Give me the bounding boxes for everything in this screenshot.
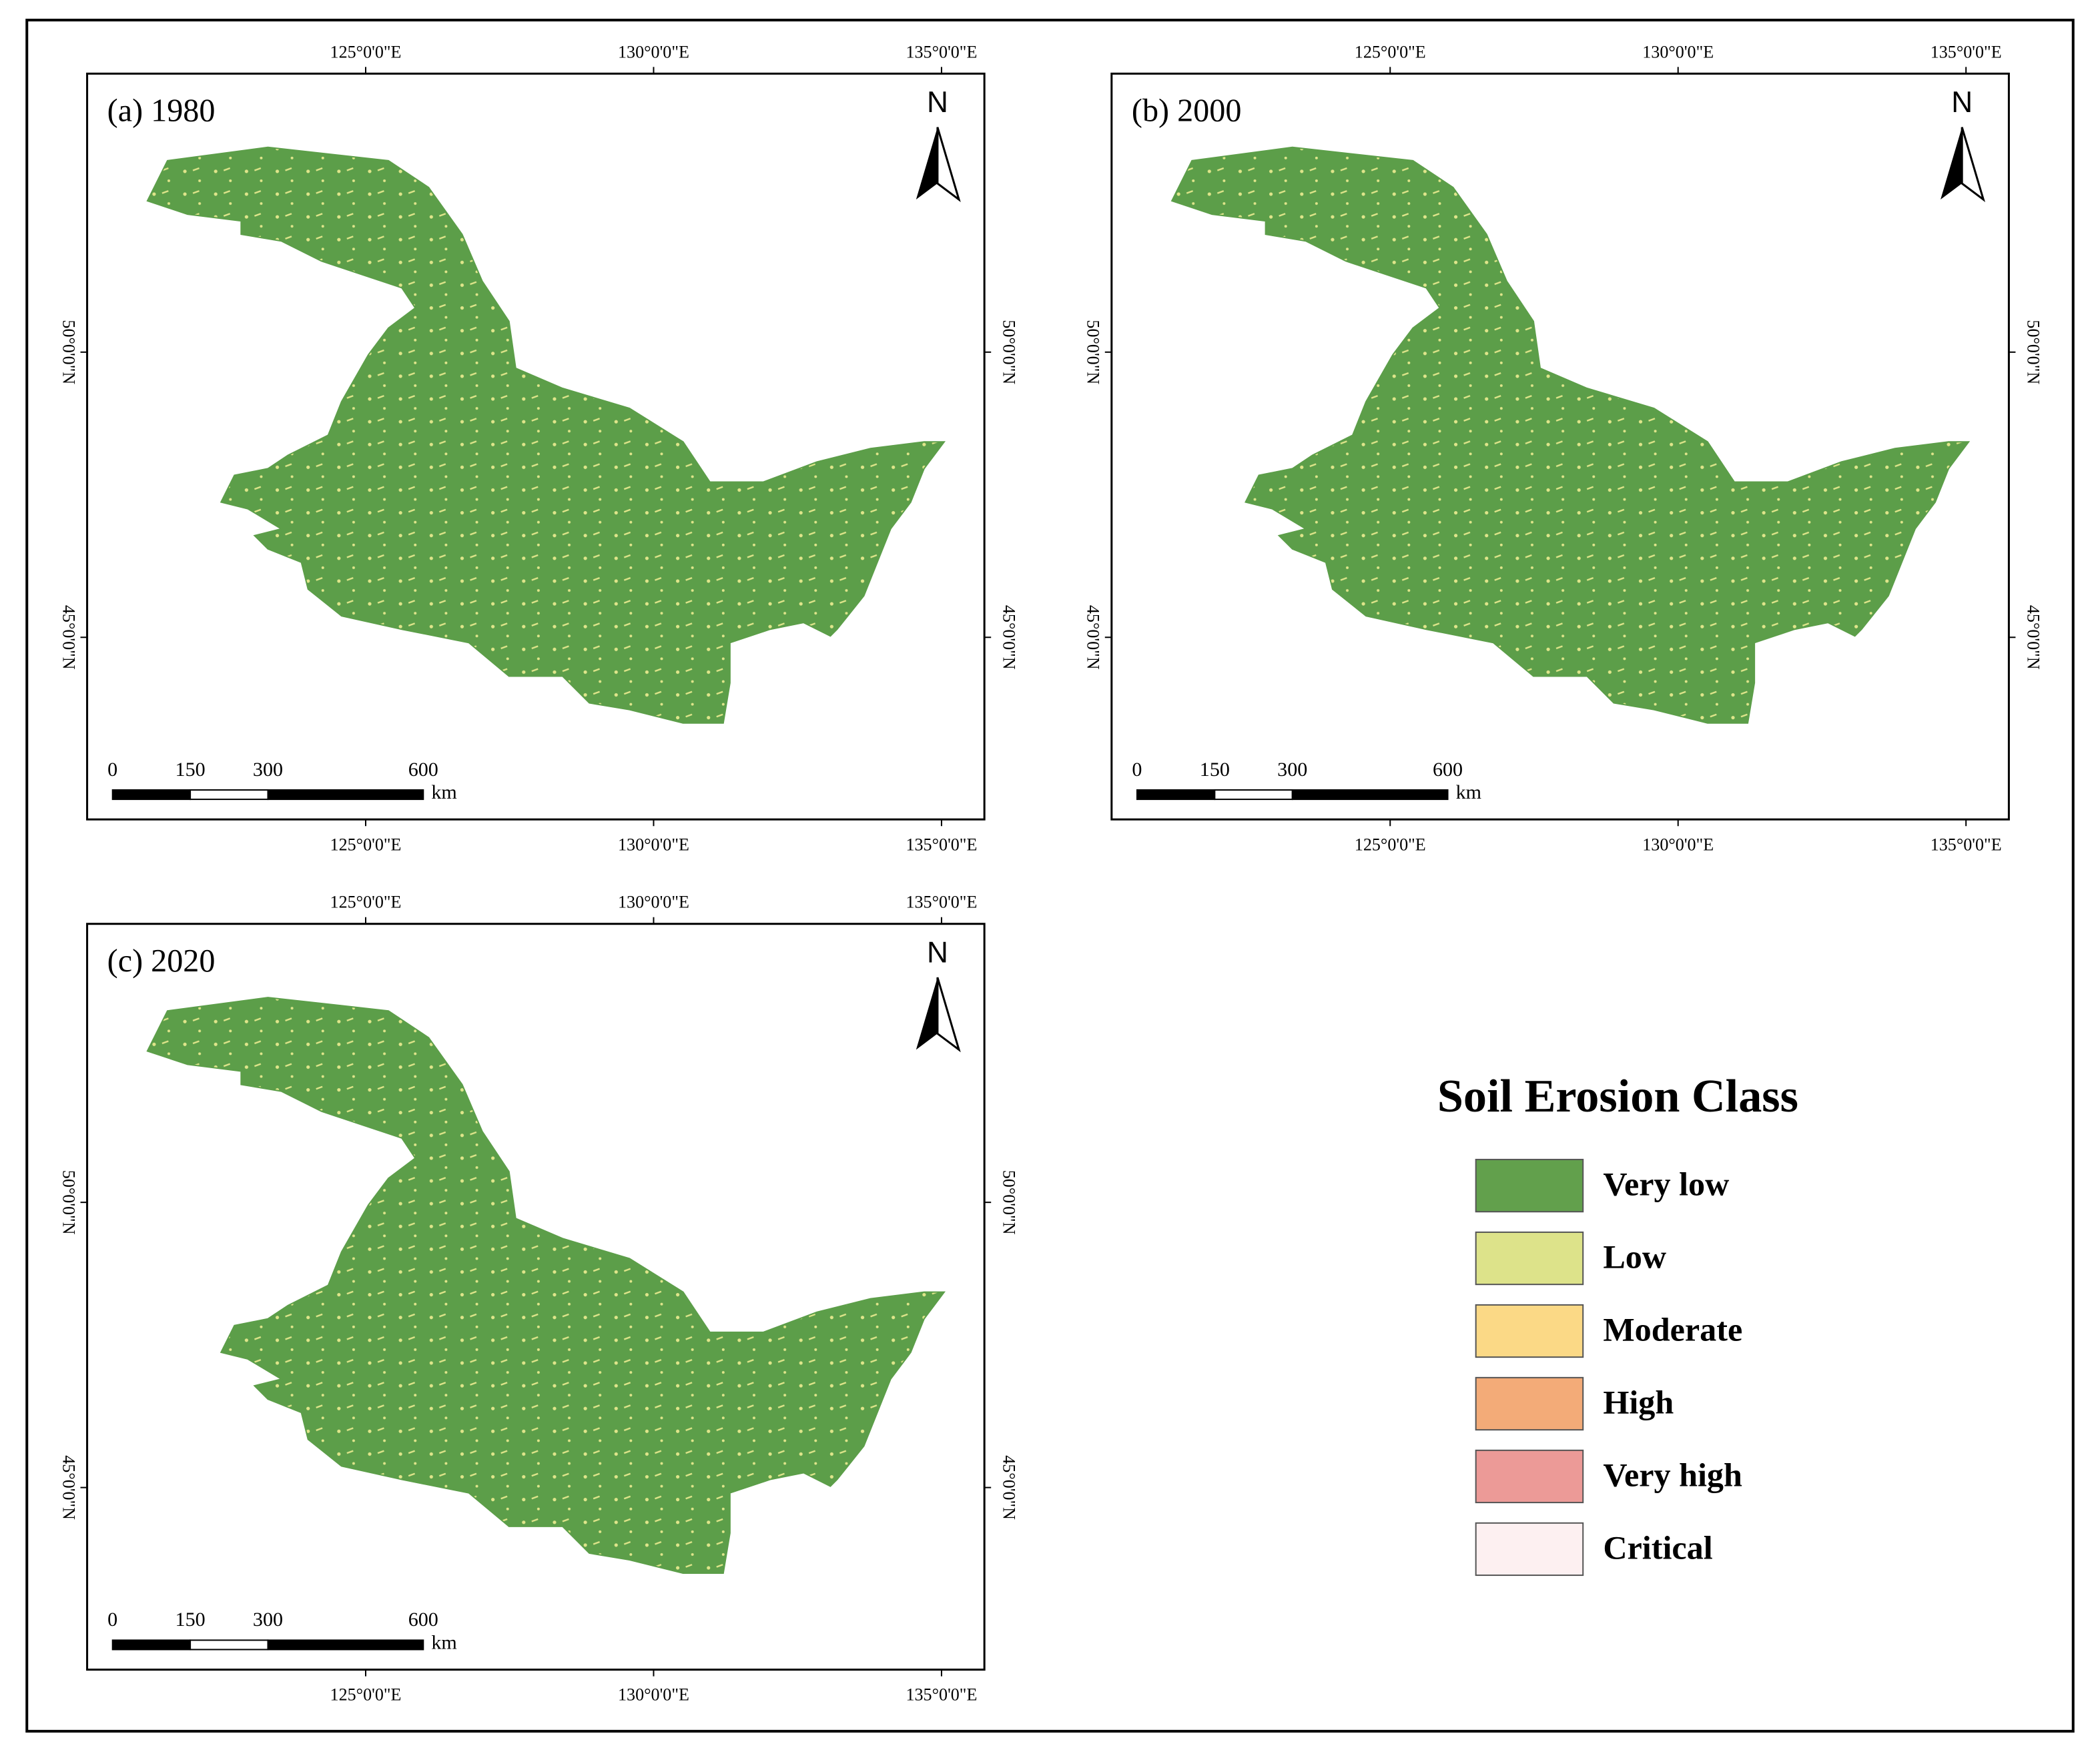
north-arrow-left — [1941, 127, 1963, 200]
legend-swatch — [1475, 1449, 1584, 1504]
scale-unit: km — [431, 781, 456, 803]
lon-label: 125°0'0"E — [1355, 42, 1426, 61]
lat-label: 50°0'0"N — [59, 320, 78, 384]
scale-unit: km — [431, 1631, 456, 1653]
outer-border — [25, 19, 2075, 1733]
lat-label: 45°0'0"N — [59, 605, 78, 670]
scale-segment — [267, 789, 424, 801]
map-panel: (a) 1980 N 125°0'0"E 125°0'0"E 130°0'0"E 130°… — [59, 42, 1018, 854]
panel-label: (b) 2000 — [1132, 93, 1242, 129]
lon-label: 130°0'0"E — [618, 835, 689, 854]
scale-tick-label: 600 — [408, 1608, 438, 1631]
lat-label: 45°0'0"N — [59, 1455, 78, 1520]
lon-label: 135°0'0"E — [906, 835, 977, 854]
lat-label: 50°0'0"N — [1084, 320, 1103, 384]
region-map — [146, 997, 946, 1575]
lon-label: 125°0'0"E — [1355, 835, 1426, 854]
lon-label: 135°0'0"E — [906, 893, 977, 912]
scale-tick-label: 600 — [1433, 758, 1463, 781]
lon-label: 125°0'0"E — [330, 893, 402, 912]
north-label: N — [927, 937, 948, 969]
scale-segment — [1291, 789, 1449, 801]
lat-label: 50°0'0"N — [2024, 320, 2043, 384]
panel-label: (c) 2020 — [107, 943, 216, 979]
lat-label: 50°0'0"N — [999, 320, 1018, 384]
legend-label: Critical — [1603, 1528, 1712, 1566]
region-map — [1170, 146, 1971, 724]
lat-label: 50°0'0"N — [59, 1170, 78, 1235]
lon-label: 130°0'0"E — [618, 1685, 689, 1705]
scale-segment — [111, 1639, 192, 1651]
lat-label: 45°0'0"N — [999, 605, 1018, 670]
lon-label: 135°0'0"E — [906, 1685, 977, 1705]
scale-tick-label: 0 — [1132, 758, 1142, 781]
lat-label: 45°0'0"N — [1084, 605, 1103, 670]
region-map — [146, 146, 946, 724]
north-arrow-right — [1961, 127, 1986, 202]
scale-unit: km — [1456, 781, 1481, 803]
scale-segment — [267, 1639, 424, 1651]
scale-segment — [190, 1639, 269, 1651]
lat-label: 45°0'0"N — [999, 1455, 1018, 1520]
legend-label: Very high — [1603, 1456, 1742, 1493]
north-label: N — [1951, 86, 1973, 119]
legend-label: High — [1603, 1384, 1674, 1421]
scale-tick-label: 150 — [176, 1608, 206, 1631]
lat-label: 50°0'0"N — [999, 1170, 1018, 1235]
scale-tick-label: 0 — [107, 1608, 117, 1631]
scale-tick-label: 300 — [253, 1608, 283, 1631]
legend-title: Soil Erosion Class — [1437, 1070, 1798, 1122]
legend-label: Low — [1603, 1238, 1666, 1276]
lon-label: 130°0'0"E — [1642, 42, 1714, 61]
lon-label: 135°0'0"E — [1931, 835, 2002, 854]
lon-label: 130°0'0"E — [1642, 835, 1714, 854]
legend-swatch — [1475, 1522, 1584, 1577]
north-label: N — [927, 86, 948, 119]
legend-swatch — [1475, 1158, 1584, 1213]
lon-label: 130°0'0"E — [618, 893, 689, 912]
map-panel: (b) 2000 N 125°0'0"E 125°0'0"E 130°0'0"E 130°… — [1084, 42, 2043, 854]
scale-tick-label: 600 — [408, 758, 438, 781]
map-panel: (c) 2020 N 125°0'0"E 125°0'0"E 130°0'0"E 130°… — [59, 893, 1018, 1705]
legend-label: Moderate — [1603, 1311, 1742, 1348]
scale-tick-label: 0 — [107, 758, 117, 781]
panel-label: (a) 1980 — [107, 93, 216, 129]
scale-tick-label: 150 — [1200, 758, 1230, 781]
scale-segment — [1214, 789, 1293, 801]
scale-tick-label: 300 — [1277, 758, 1307, 781]
lat-label: 45°0'0"N — [2024, 605, 2043, 670]
scale-segment — [111, 789, 192, 801]
legend-label: Very low — [1603, 1166, 1729, 1203]
legend-swatch — [1475, 1304, 1584, 1358]
scale-tick-label: 150 — [176, 758, 206, 781]
scale-segment — [190, 789, 269, 801]
north-arrow-right — [936, 127, 961, 202]
lon-label: 135°0'0"E — [1931, 42, 2002, 61]
north-arrow-right — [936, 977, 961, 1053]
north-arrow-left — [916, 977, 938, 1050]
legend-swatch — [1475, 1231, 1584, 1286]
scale-segment — [1136, 789, 1216, 801]
lon-label: 125°0'0"E — [330, 42, 402, 61]
legend-swatch — [1475, 1376, 1584, 1431]
lon-label: 135°0'0"E — [906, 42, 977, 61]
lon-label: 125°0'0"E — [330, 1685, 402, 1705]
lon-label: 125°0'0"E — [330, 835, 402, 854]
scale-tick-label: 300 — [253, 758, 283, 781]
lon-label: 130°0'0"E — [618, 42, 689, 61]
